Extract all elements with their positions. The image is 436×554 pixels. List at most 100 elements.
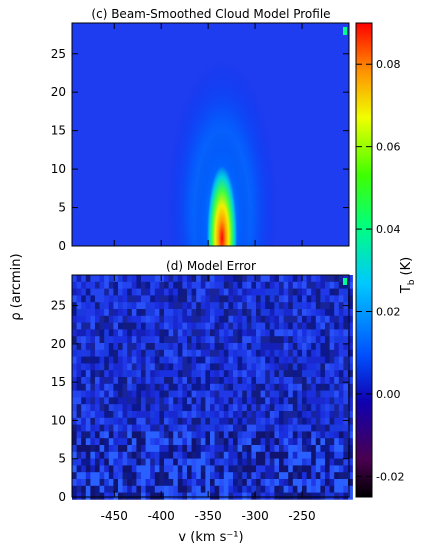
residual-cell (279, 438, 284, 446)
residual-cell (233, 322, 238, 330)
residual-cell (118, 336, 123, 344)
residual-cell (329, 370, 335, 378)
residual-cell (196, 438, 202, 446)
residual-cell (122, 479, 128, 487)
residual-cell (90, 411, 96, 419)
residual-cell (182, 377, 188, 385)
residual-cell (76, 315, 82, 323)
residual-cell (164, 336, 169, 344)
residual-cell (274, 349, 280, 357)
residual-cell (274, 322, 280, 330)
residual-cell (325, 417, 330, 425)
residual-cell (292, 438, 298, 446)
residual-cell (233, 417, 238, 425)
residual-cell (343, 431, 349, 439)
residual-cell (164, 302, 169, 310)
residual-cell (279, 458, 284, 466)
residual-cell (283, 411, 289, 419)
residual-cell (196, 275, 202, 283)
residual-cell (288, 485, 294, 493)
residual-cell (173, 458, 179, 466)
panel-c (72, 23, 349, 246)
residual-cell (315, 458, 321, 466)
residual-cell (228, 370, 234, 378)
residual-cell (228, 336, 234, 344)
residual-cell (196, 492, 202, 500)
residual-cell (131, 349, 137, 357)
residual-cell (187, 479, 192, 487)
residual-cell (118, 383, 123, 391)
residual-cell (251, 390, 257, 398)
residual-cell (76, 302, 82, 310)
residual-cell (81, 445, 87, 453)
residual-cell (297, 472, 303, 480)
residual-cell (242, 315, 248, 323)
residual-cell (187, 302, 192, 310)
residual-cell (95, 431, 100, 439)
residual-cell (127, 356, 133, 364)
residual-cell (251, 370, 257, 378)
residual-cell (265, 465, 271, 473)
residual-cell (173, 411, 179, 419)
residual-cell (76, 424, 82, 432)
residual-cell (177, 390, 183, 398)
residual-cell (168, 438, 174, 446)
residual-cell (200, 472, 206, 480)
residual-cell (164, 458, 169, 466)
residual-cell (159, 281, 165, 289)
residual-cell (90, 295, 96, 303)
residual-cell (283, 356, 289, 364)
residual-cell (141, 329, 146, 337)
residual-cell (274, 295, 280, 303)
residual-cell (154, 370, 160, 378)
residual-cell (187, 363, 192, 371)
residual-cell (338, 349, 344, 357)
residual-cell (159, 451, 165, 459)
residual-cell (233, 397, 238, 405)
residual-cell (237, 472, 243, 480)
residual-cell (159, 322, 165, 330)
residual-cell (329, 424, 335, 432)
residual-cell (72, 383, 77, 391)
residual-cell (260, 377, 266, 385)
residual-cell (334, 356, 340, 364)
residual-cell (95, 438, 100, 446)
residual-cell (302, 370, 307, 378)
residual-cell (72, 451, 77, 459)
residual-cell (219, 349, 225, 357)
residual-cell (288, 377, 294, 385)
residual-cell (311, 383, 317, 391)
residual-cell (223, 458, 229, 466)
residual-cell (136, 281, 142, 289)
residual-cell (302, 329, 307, 337)
residual-cell (104, 322, 110, 330)
residual-cell (187, 390, 192, 398)
residual-cell (274, 438, 280, 446)
residual-cell (177, 438, 183, 446)
residual-cell (302, 322, 307, 330)
residual-cell (348, 472, 353, 480)
residual-cell (81, 315, 87, 323)
residual-cell (274, 451, 280, 459)
residual-cell (269, 370, 275, 378)
residual-cell (118, 451, 123, 459)
residual-cell (95, 281, 100, 289)
residual-cell (297, 417, 303, 425)
residual-cell (76, 370, 82, 378)
residual-cell (269, 356, 275, 364)
residual-cell (141, 281, 146, 289)
residual-cell (168, 465, 174, 473)
residual-cell (177, 383, 183, 391)
residual-cell (233, 295, 238, 303)
residual-cell (182, 383, 188, 391)
residual-cell (265, 302, 271, 310)
residual-cell (329, 465, 335, 473)
residual-cell (168, 343, 174, 351)
residual-cell (85, 349, 91, 357)
residual-cell (136, 472, 142, 480)
residual-cell (237, 438, 243, 446)
residual-cell (145, 322, 151, 330)
residual-cell (191, 377, 197, 385)
residual-cell (325, 309, 330, 317)
residual-cell (108, 309, 114, 317)
